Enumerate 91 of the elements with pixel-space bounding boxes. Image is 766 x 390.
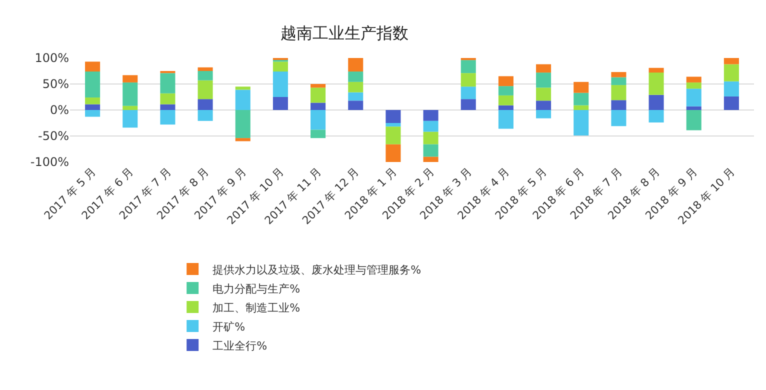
bar <box>85 62 100 72</box>
bar <box>386 123 401 127</box>
bar <box>686 106 702 110</box>
bar <box>460 73 476 87</box>
bar <box>272 97 288 110</box>
bar <box>122 106 138 110</box>
bar <box>460 86 476 100</box>
bar <box>122 110 138 128</box>
bar <box>348 58 364 72</box>
legend-label: 工业全行% <box>212 339 268 352</box>
chart-title: 越南工业生产指数 <box>280 24 409 42</box>
bar <box>198 67 213 71</box>
bar <box>498 76 514 86</box>
bar <box>536 88 552 101</box>
bar <box>198 110 213 121</box>
y-tick-label: 0% <box>50 103 69 118</box>
bar <box>686 76 702 82</box>
bar <box>648 94 664 110</box>
bar <box>724 81 739 96</box>
bar <box>423 120 438 132</box>
bar <box>460 60 476 74</box>
bar <box>160 73 176 94</box>
bar <box>574 92 589 106</box>
bar <box>198 71 213 80</box>
bar <box>686 82 702 89</box>
bar <box>348 100 364 110</box>
bar <box>611 85 626 100</box>
bar <box>724 64 739 82</box>
bar <box>423 144 438 157</box>
bar <box>536 64 552 73</box>
bar <box>648 110 664 122</box>
bar <box>272 72 288 97</box>
bar <box>85 104 100 110</box>
bar <box>611 77 626 86</box>
bar <box>160 110 176 125</box>
bar <box>423 110 438 121</box>
bar <box>611 110 626 126</box>
bar <box>235 138 250 142</box>
legend-label: 开矿% <box>212 320 246 334</box>
bar <box>611 100 626 110</box>
bar <box>498 86 514 96</box>
y-tick-label: 50% <box>42 77 69 92</box>
bar <box>160 104 176 110</box>
bar <box>686 88 702 106</box>
bar <box>235 90 250 110</box>
bar <box>460 99 476 110</box>
bar <box>272 62 288 72</box>
bar <box>724 58 739 64</box>
bar <box>648 72 664 95</box>
bar <box>386 144 401 162</box>
legend-label: 提供水力以及垃圾、废水处理与管理服务% <box>212 263 422 276</box>
bar <box>611 72 626 78</box>
y-tick-label: 100% <box>34 51 69 66</box>
y-tick-label: -100% <box>30 155 69 170</box>
bar <box>310 130 326 138</box>
bar <box>498 95 514 106</box>
bar <box>310 110 326 130</box>
bar <box>686 110 702 130</box>
bar <box>122 82 138 106</box>
bar <box>574 105 589 110</box>
bar <box>348 72 364 82</box>
bar <box>310 102 326 110</box>
bar <box>235 86 250 90</box>
bar <box>85 72 100 98</box>
bar <box>198 99 213 110</box>
y-tick-label: -50% <box>38 129 69 144</box>
bar <box>386 110 401 123</box>
legend-label: 加工、制造工业% <box>212 301 300 314</box>
bar <box>386 126 401 144</box>
bar <box>85 110 100 117</box>
bar <box>536 72 552 88</box>
bar <box>160 93 176 104</box>
bar <box>536 100 552 110</box>
bar <box>498 110 514 129</box>
bar <box>648 68 664 73</box>
bar <box>423 132 438 144</box>
bar <box>574 110 589 136</box>
bar <box>724 96 739 110</box>
bar <box>310 88 326 103</box>
bar <box>310 84 326 88</box>
bar <box>423 156 438 162</box>
bar <box>498 105 514 110</box>
bar <box>574 82 589 93</box>
bar <box>348 82 364 92</box>
bar <box>348 92 364 101</box>
bar <box>235 110 250 138</box>
legend-label: 电力分配与生产% <box>212 282 300 296</box>
bar <box>536 110 552 118</box>
bar <box>198 80 213 100</box>
bar <box>85 98 100 104</box>
bar <box>122 75 138 82</box>
